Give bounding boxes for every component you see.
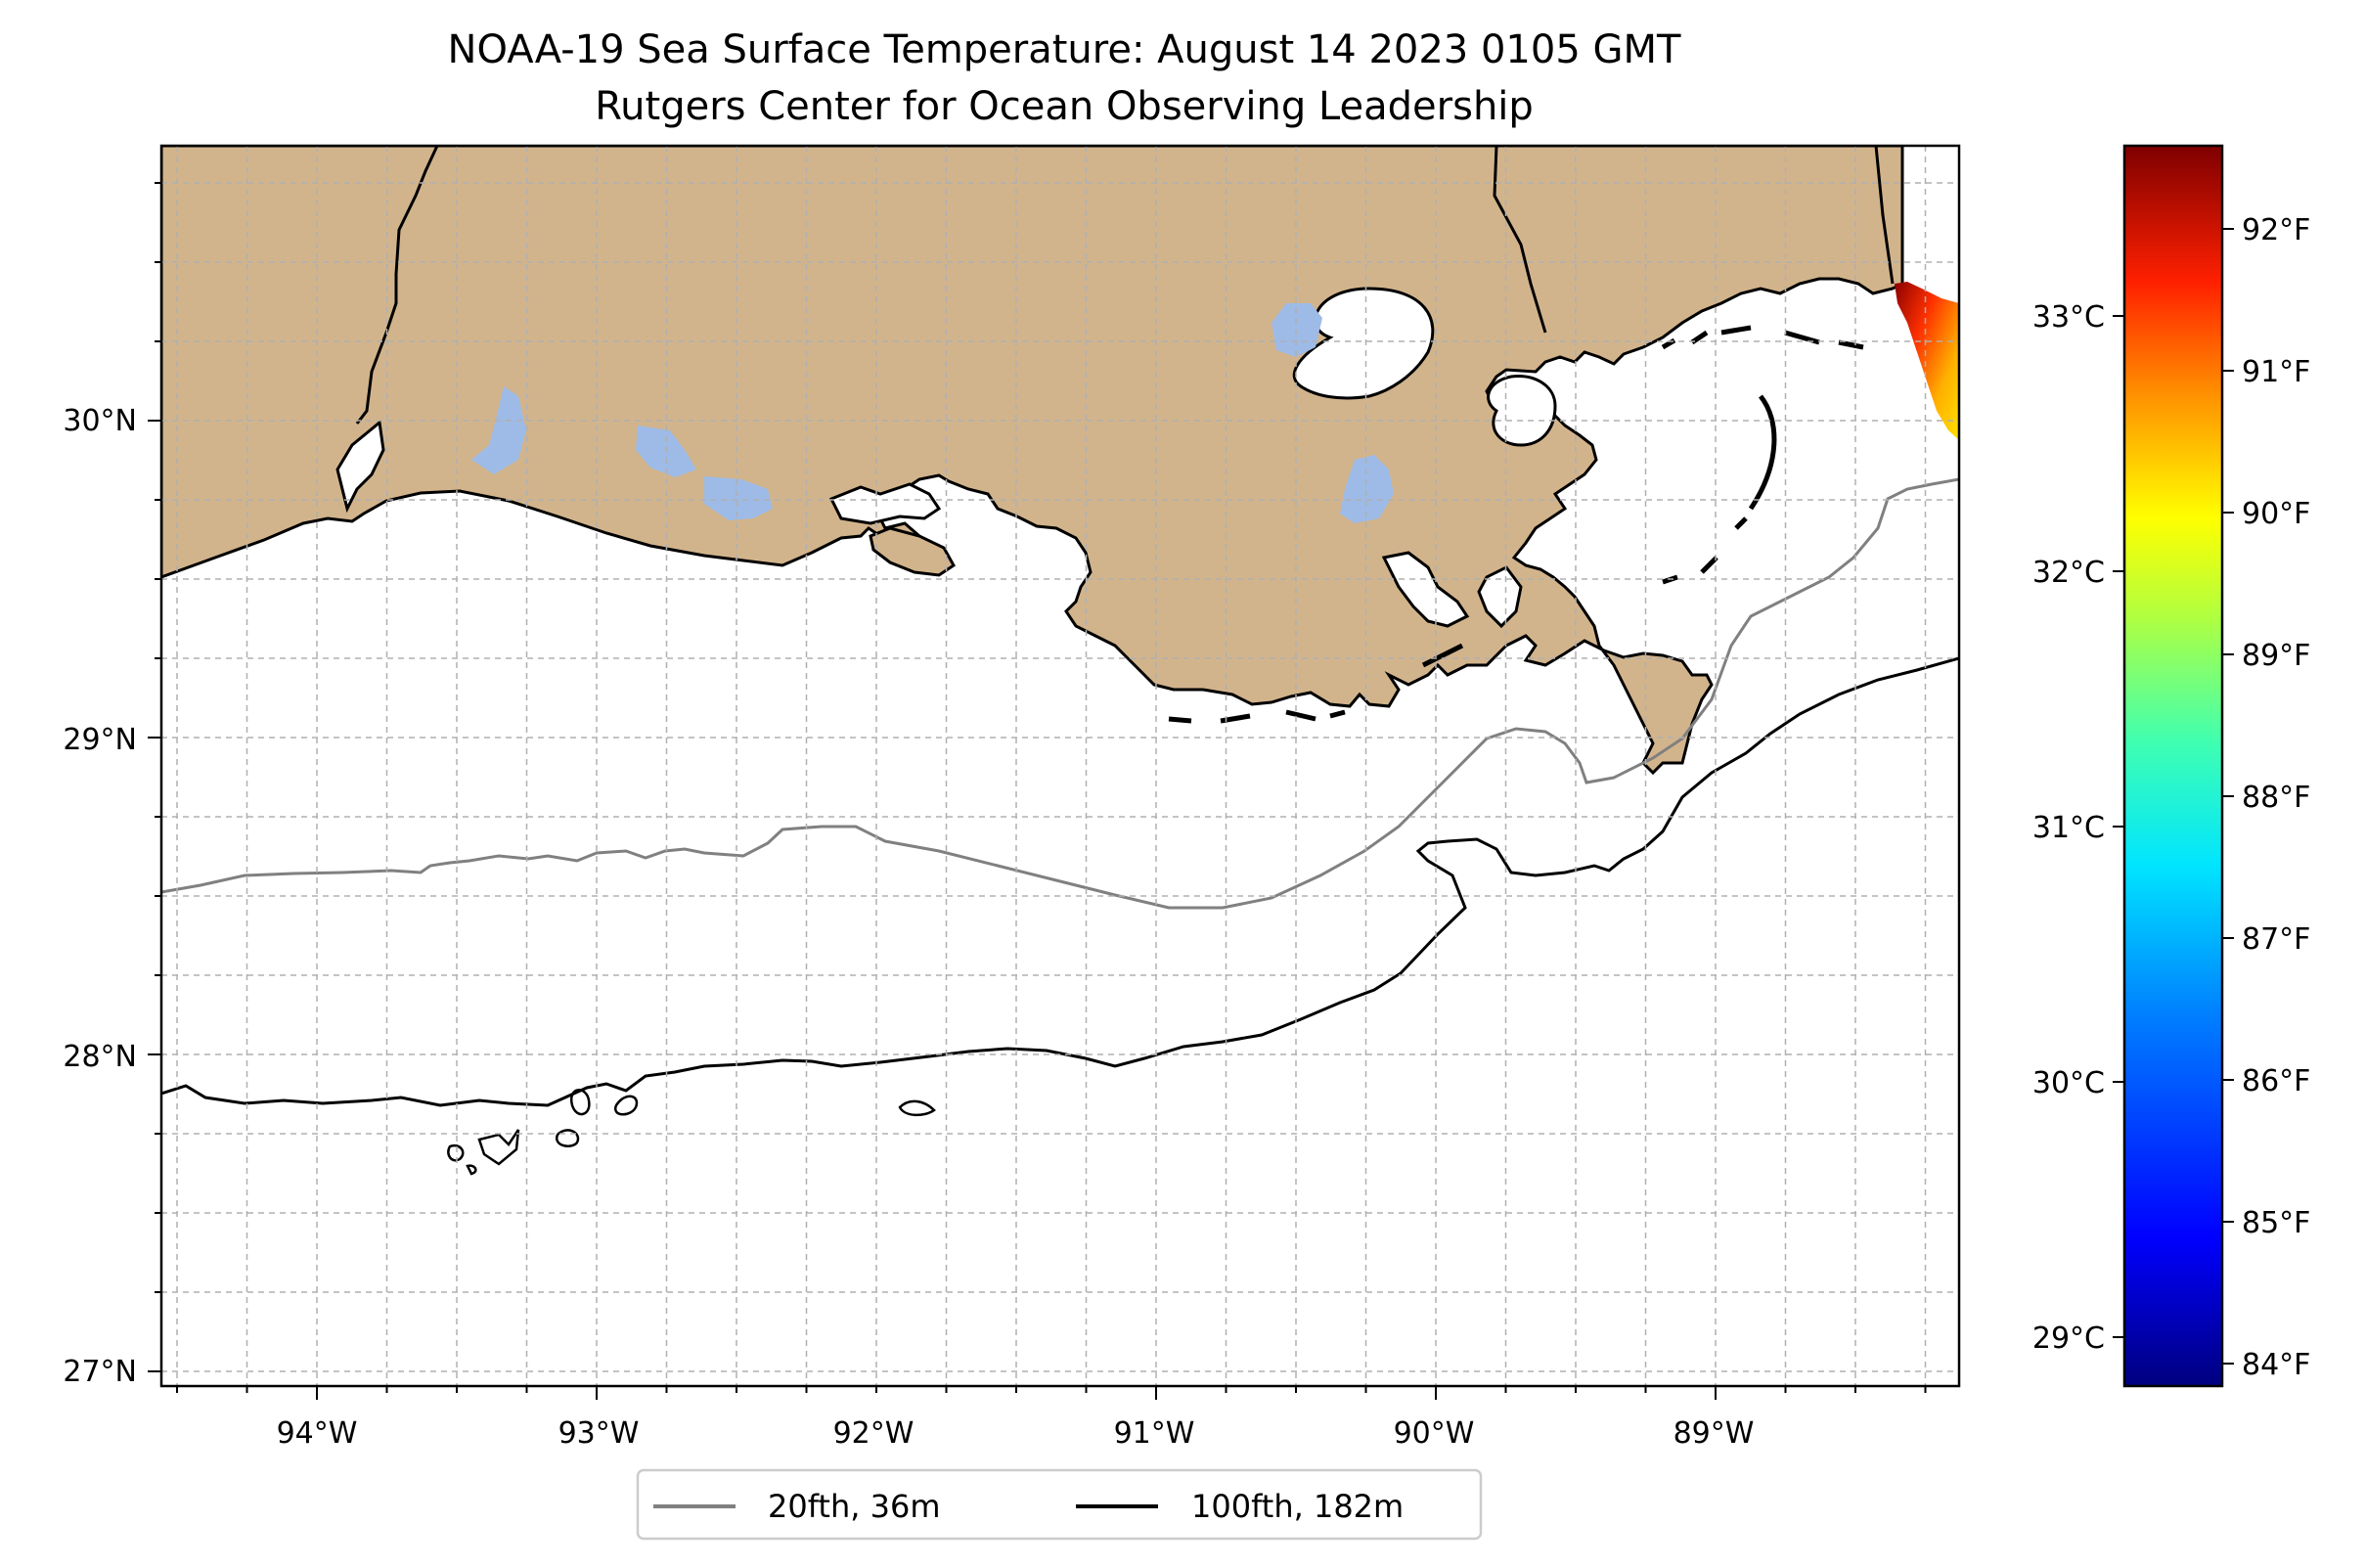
terrebonne-bay [1381, 551, 1470, 628]
map-frame [159, 144, 1961, 1388]
lon-label: 89°W [1673, 1416, 1755, 1451]
fahrenheit-label: 89°F [2242, 639, 2310, 673]
fahrenheit-label: 84°F [2242, 1348, 2310, 1382]
isobath-100fth-bank [555, 1129, 580, 1147]
lon-label: 93°W [558, 1416, 640, 1451]
map-panel [161, 146, 1959, 1386]
lon-label: 94°W [277, 1416, 358, 1451]
fahrenheit-label: 85°F [2242, 1206, 2310, 1240]
calcasieu-lake [335, 420, 385, 514]
isobath-20fth [161, 477, 1959, 910]
fahrenheit-label: 91°F [2242, 355, 2310, 389]
isobath-100fth-bank [613, 1095, 639, 1116]
map-ticks [148, 182, 1927, 1400]
isobath-100fth [161, 656, 1959, 1107]
legend: 20fth, 36m 100fth, 182m [636, 1468, 1483, 1541]
gridlines [161, 146, 1959, 1386]
lat-label: 29°N [63, 723, 137, 757]
lake-borgne [1487, 375, 1557, 447]
fahrenheit-label: 92°F [2242, 213, 2310, 247]
inland-lake [1272, 303, 1322, 357]
lat-label: 27°N [63, 1355, 137, 1389]
isobath-100fth-bank [477, 1129, 520, 1166]
lake-pontchartrain [1292, 287, 1435, 400]
inland-lake [1340, 455, 1394, 523]
lon-label: 91°W [1114, 1416, 1195, 1451]
state-border [1493, 146, 1547, 334]
colorbar-celsius-labels: 33°C 32°C 31°C 30°C 29°C [2032, 300, 2105, 1356]
celsius-label: 33°C [2032, 300, 2105, 335]
inland-lake [704, 476, 773, 520]
fahrenheit-label: 86°F [2242, 1064, 2310, 1098]
map-title-line2: Rutgers Center for Ocean Observing Leade… [595, 84, 1534, 129]
fahrenheit-label: 88°F [2242, 781, 2310, 815]
fahrenheit-label: 90°F [2242, 497, 2310, 531]
colorbar-gradient [2122, 144, 2224, 1388]
isobath-100fth-bank [569, 1089, 591, 1116]
inland-lake [471, 386, 526, 474]
state-border [1874, 146, 1895, 285]
legend-box [636, 1468, 1483, 1541]
isobath-100fth-bank [447, 1143, 465, 1162]
lon-label: 92°W [833, 1416, 915, 1451]
lat-label: 30°N [63, 404, 137, 438]
sst-data-patch [1895, 282, 1959, 440]
isobath-100fth-bank [898, 1099, 936, 1117]
lat-label: 28°N [63, 1040, 137, 1074]
colorbar-fahrenheit-labels: 92°F 91°F 90°F 89°F 88°F 87°F 86°F 85°F … [2242, 213, 2310, 1382]
lon-labels: 94°W 93°W 92°W 91°W 90°W 89°W [277, 1416, 1755, 1451]
barataria-bay [1477, 565, 1523, 629]
barrier-islands [1168, 325, 1864, 724]
celsius-label: 30°C [2032, 1066, 2105, 1100]
isobath-100fth-bank [466, 1164, 477, 1176]
celsius-label: 32°C [2032, 556, 2105, 590]
lon-label: 90°W [1394, 1416, 1475, 1451]
colorbar: 33°C 32°C 31°C 30°C 29°C 92°F 91°F 90°F … [2032, 144, 2310, 1388]
colorbar-ticks [2113, 228, 2234, 1365]
lat-labels: 30°N 29°N 28°N 27°N [63, 404, 137, 1389]
vermilion-bay [828, 482, 942, 525]
map-title-line1: NOAA-19 Sea Surface Temperature: August … [448, 27, 1681, 72]
celsius-label: 29°C [2032, 1322, 2105, 1356]
legend-label-20fth: 20fth, 36m [768, 1488, 940, 1525]
fahrenheit-label: 87°F [2242, 922, 2310, 957]
legend-label-100fth: 100fth, 182m [1191, 1488, 1404, 1525]
celsius-label: 31°C [2032, 811, 2105, 845]
